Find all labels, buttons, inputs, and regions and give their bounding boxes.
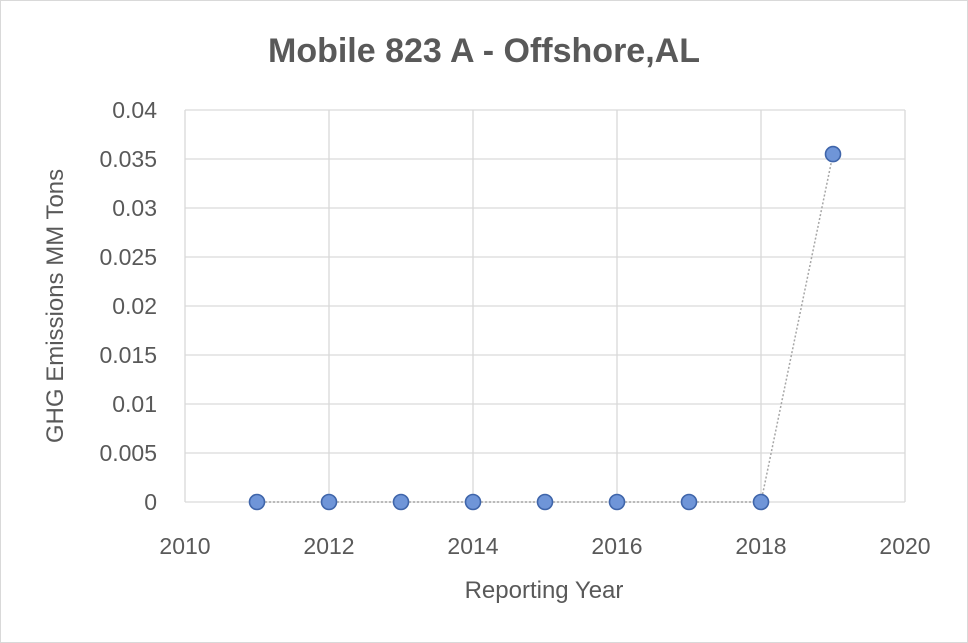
data-point: [392, 493, 410, 511]
data-point: [752, 493, 770, 511]
data-point: [320, 493, 338, 511]
data-point: [248, 493, 266, 511]
data-point: [608, 493, 626, 511]
y-tick-label: 0.015: [99, 342, 157, 368]
data-point: [464, 493, 482, 511]
y-tick-label: 0.025: [99, 244, 157, 270]
y-tick-label: 0.03: [112, 195, 157, 221]
x-axis-label: Reporting Year: [465, 577, 624, 604]
x-tick-label: 2020: [879, 533, 930, 559]
y-tick-label: 0.04: [112, 97, 157, 123]
x-tick-label: 2010: [159, 533, 210, 559]
series-line: [257, 153, 834, 503]
data-point: [680, 493, 698, 511]
chart-title: Mobile 823 A - Offshore,AL: [268, 32, 700, 70]
y-axis-label: GHG Emissions MM Tons: [42, 169, 69, 443]
y-tick-label: 0.005: [99, 440, 157, 466]
data-point: [536, 493, 554, 511]
x-tick-label: 2018: [735, 533, 786, 559]
x-tick-label: 2014: [447, 533, 498, 559]
x-tick-label: 2016: [591, 533, 642, 559]
y-tick-labels: 0 0.005 0.01 0.015 0.02 0.025 0.03 0.035 0.04: [99, 97, 157, 515]
y-tick-label: 0.02: [112, 293, 157, 319]
data-points: [248, 145, 842, 511]
gridlines: [184, 109, 906, 503]
x-tick-labels: 2010 2012 2014 2016 2018 2020: [159, 533, 930, 559]
x-tick-label: 2012: [303, 533, 354, 559]
data-point: [824, 145, 842, 163]
y-tick-label: 0.035: [99, 146, 157, 172]
y-tick-label: 0: [144, 489, 157, 515]
y-tick-label: 0.01: [112, 391, 157, 417]
